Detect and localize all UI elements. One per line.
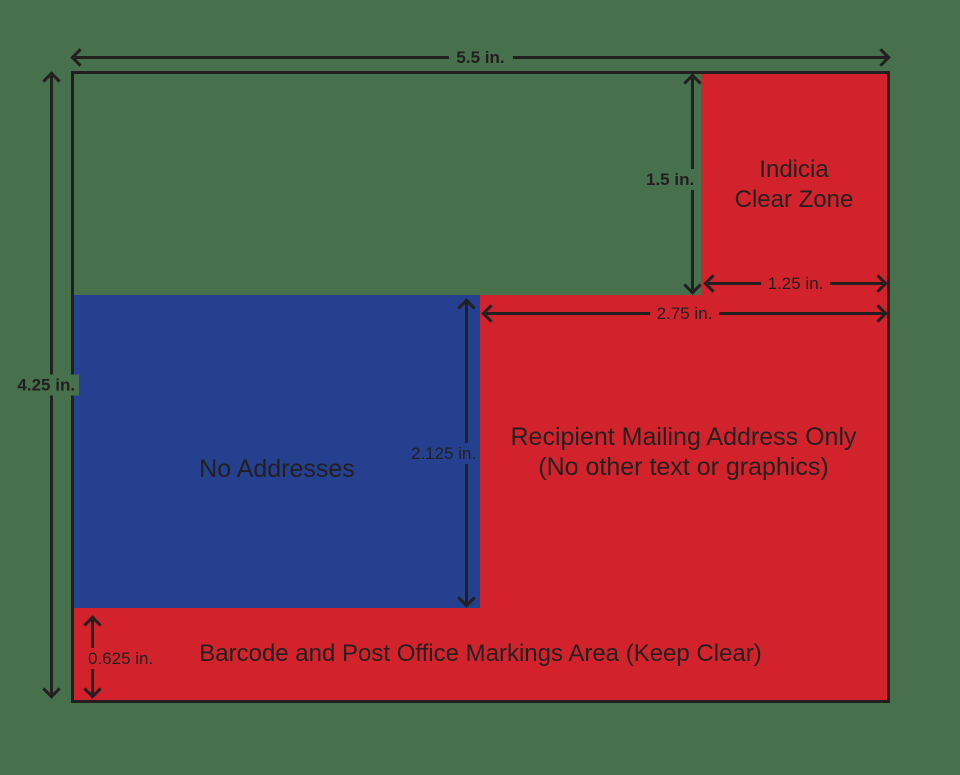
arrowhead-right-icon	[869, 274, 888, 293]
indicia-width-arrow: 1.25 in.	[703, 273, 888, 294]
arrowhead-up-icon	[683, 73, 702, 92]
recipient-address-zone: Recipient Mailing Address Only (No other…	[480, 295, 887, 608]
card-height-label: 4.25 in.	[13, 374, 80, 396]
recipient-label-line2: (No other text or graphics)	[538, 452, 829, 481]
arrowhead-up-icon	[83, 615, 102, 634]
address-width-label: 2.75 in.	[649, 303, 720, 324]
no-addresses-label: No Addresses	[199, 455, 355, 483]
indicia-clear-zone: Indicia Clear Zone	[701, 74, 887, 295]
indicia-height-arrow: 1.5 in.	[643, 73, 702, 295]
arrowhead-left-icon	[70, 48, 89, 67]
arrowhead-down-icon	[457, 589, 476, 608]
recipient-label-line1: Recipient Mailing Address Only	[510, 422, 857, 451]
arrowhead-down-icon	[683, 276, 702, 295]
arrowhead-right-icon	[869, 304, 888, 323]
arrowhead-down-icon	[42, 680, 61, 699]
arrowhead-down-icon	[83, 680, 102, 699]
indicia-width-label: 1.25 in.	[760, 273, 831, 294]
indicia-clear-zone-label: Indicia Clear Zone	[735, 155, 854, 215]
barcode-height-arrow: 0.625 in.	[83, 615, 156, 699]
address-height-label: 2.125 in.	[408, 443, 480, 464]
address-width-arrow: 2.75 in.	[481, 303, 888, 324]
barcode-markings-zone: Barcode and Post Office Markings Area (K…	[74, 608, 887, 700]
recipient-address-zone-label: Recipient Mailing Address Only (No other…	[511, 422, 857, 482]
arrowhead-right-icon	[872, 48, 891, 67]
card-width-label: 5.5 in.	[448, 47, 513, 68]
barcode-markings-zone-label: Barcode and Post Office Markings Area (K…	[199, 640, 762, 667]
barcode-height-label: 0.625 in.	[86, 648, 156, 669]
card-width-arrow: 5.5 in.	[70, 47, 891, 68]
indicia-height-label: 1.5 in.	[643, 169, 698, 190]
indicia-label-line2: Clear Zone	[734, 185, 854, 213]
address-height-arrow: 2.125 in.	[408, 298, 480, 608]
indicia-label-line1: Indicia	[759, 155, 829, 183]
arrowhead-left-icon	[703, 274, 722, 293]
arrowhead-up-icon	[42, 71, 61, 90]
arrowhead-up-icon	[457, 298, 476, 317]
card-height-arrow: 4.25 in.	[13, 71, 80, 699]
arrowhead-left-icon	[481, 304, 500, 323]
